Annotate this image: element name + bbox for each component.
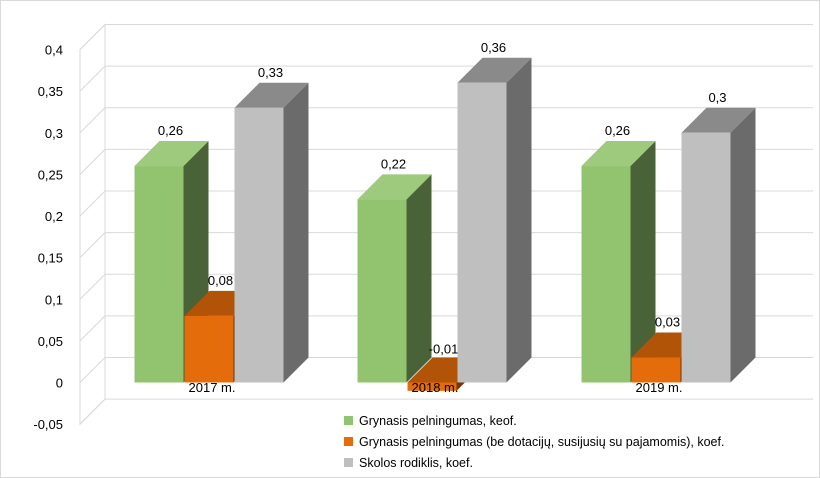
- gridline: [79, 107, 813, 134]
- data-label: 0,26: [158, 123, 183, 138]
- x-tick-label: 2018 m.: [412, 380, 459, 395]
- bar: [631, 357, 681, 383]
- gridline: [79, 65, 813, 92]
- gridline: [79, 315, 813, 342]
- data-label: -0,01: [429, 342, 459, 357]
- legend-label-debt-ratio: Skolos rodiklis, koef.: [359, 455, 473, 470]
- gridline: [79, 273, 813, 300]
- y-tick-label: -0,05: [33, 417, 63, 432]
- data-label: 0,33: [258, 65, 283, 80]
- y-tick-label: 0: [56, 376, 63, 391]
- bar-side-face: [283, 82, 309, 383]
- data-label: 0,36: [481, 40, 506, 55]
- legend-label-net-profitability: Grynasis pelningumas, keof.: [359, 413, 517, 428]
- gridline: [79, 398, 813, 425]
- bar: [134, 166, 184, 383]
- y-tick-label: 0,25: [38, 167, 63, 182]
- bar-top-face: [234, 82, 309, 108]
- bar: [457, 82, 507, 383]
- data-label: 0,08: [208, 273, 233, 288]
- y-tick-label: 0,4: [45, 43, 63, 58]
- bar-side-face: [506, 57, 532, 383]
- data-label: 0,26: [605, 123, 630, 138]
- legend-item-debt-ratio: Skolos rodiklis, koef.: [344, 452, 724, 473]
- legend-swatch-net-profitability-excl-grants: [344, 437, 353, 446]
- bar-top-face: [357, 174, 432, 200]
- bar-top-face: [134, 141, 209, 167]
- chart-legend: Grynasis pelningumas, keof. Grynasis pel…: [344, 410, 724, 473]
- y-tick-label: 0,1: [45, 292, 63, 307]
- data-label: 0,22: [381, 156, 406, 171]
- bar: [234, 107, 284, 383]
- gridline: [79, 190, 813, 217]
- bar-top-face: [457, 57, 532, 83]
- bar: [407, 382, 457, 391]
- bar-side-face: [406, 174, 432, 383]
- x-tick-label: 2019 m.: [636, 380, 683, 395]
- y-tick-label: 0,05: [38, 334, 63, 349]
- bar: [681, 132, 731, 383]
- y-tick-label: 0,15: [38, 251, 63, 266]
- bar: [184, 315, 234, 383]
- bar: [581, 166, 631, 383]
- gridline: [79, 357, 813, 383]
- legend-swatch-net-profitability: [344, 416, 353, 425]
- legend-item-net-profitability-excl-grants: Grynasis pelningumas (be dotacijų, susij…: [344, 431, 724, 452]
- legend-swatch-debt-ratio: [344, 458, 353, 467]
- legend-label-net-profitability-excl-grants: Grynasis pelningumas (be dotacijų, susij…: [359, 434, 725, 449]
- y-tick-label: 0,3: [45, 126, 63, 141]
- bar-side-face: [630, 141, 656, 383]
- bar-top-face: [581, 141, 656, 167]
- legend-item-net-profitability: Grynasis pelningumas, keof.: [344, 410, 724, 431]
- gridline: [79, 148, 813, 175]
- y-tick-label: 0,35: [38, 84, 63, 99]
- data-label: 0,3: [708, 90, 726, 105]
- y-tick-label: 0,2: [45, 209, 63, 224]
- bar: [357, 199, 407, 383]
- data-label: 0,03: [655, 315, 680, 330]
- gridline: [79, 24, 813, 50]
- gridline: [79, 232, 813, 258]
- x-tick-label: 2017 m.: [189, 380, 236, 395]
- bar-top-face: [681, 107, 756, 133]
- bar-side-face: [730, 107, 756, 383]
- chart-left-wall: [79, 23, 106, 426]
